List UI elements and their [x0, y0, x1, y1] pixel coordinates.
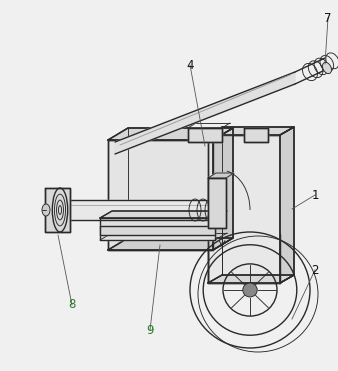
Polygon shape — [213, 128, 233, 250]
Polygon shape — [108, 128, 233, 140]
Polygon shape — [208, 173, 234, 178]
Polygon shape — [188, 128, 222, 142]
Polygon shape — [50, 200, 215, 220]
Polygon shape — [100, 226, 215, 235]
Polygon shape — [280, 127, 294, 283]
Text: 4: 4 — [186, 59, 194, 72]
Polygon shape — [208, 275, 294, 283]
Polygon shape — [208, 135, 280, 283]
Text: 8: 8 — [68, 299, 76, 312]
Ellipse shape — [243, 283, 257, 297]
Polygon shape — [45, 188, 70, 232]
Polygon shape — [100, 218, 215, 240]
Polygon shape — [244, 128, 268, 142]
Polygon shape — [100, 211, 227, 218]
Polygon shape — [208, 178, 226, 228]
Text: 1: 1 — [311, 188, 319, 201]
Text: 2: 2 — [311, 263, 319, 276]
Text: 9: 9 — [146, 324, 154, 336]
Ellipse shape — [42, 204, 50, 216]
Polygon shape — [115, 72, 295, 154]
Polygon shape — [108, 238, 233, 250]
Text: 7: 7 — [324, 12, 332, 24]
Polygon shape — [108, 140, 213, 250]
Polygon shape — [208, 127, 294, 135]
Ellipse shape — [322, 62, 332, 73]
